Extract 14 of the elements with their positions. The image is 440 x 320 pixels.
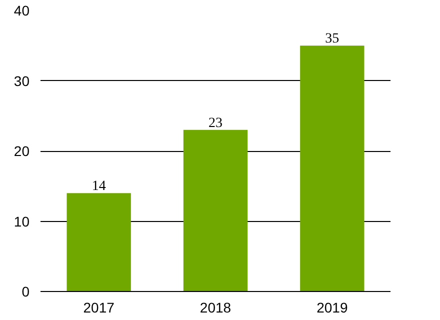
- y-tick-label: 10: [14, 213, 30, 230]
- bar: [300, 46, 364, 292]
- bar: [183, 130, 248, 292]
- data-label: 14: [92, 179, 106, 194]
- bar: [66, 193, 131, 292]
- data-label: 23: [208, 116, 222, 131]
- y-tick-label: 0: [22, 284, 30, 300]
- y-tick-label: 30: [14, 72, 30, 89]
- y-tick-label: 40: [14, 2, 30, 18]
- x-tick-label: 2017: [83, 300, 115, 316]
- x-tick-label: 2018: [200, 300, 232, 316]
- x-tick-label: 2019: [316, 300, 348, 316]
- y-tick-label: 20: [14, 143, 30, 159]
- data-label: 35: [325, 32, 340, 47]
